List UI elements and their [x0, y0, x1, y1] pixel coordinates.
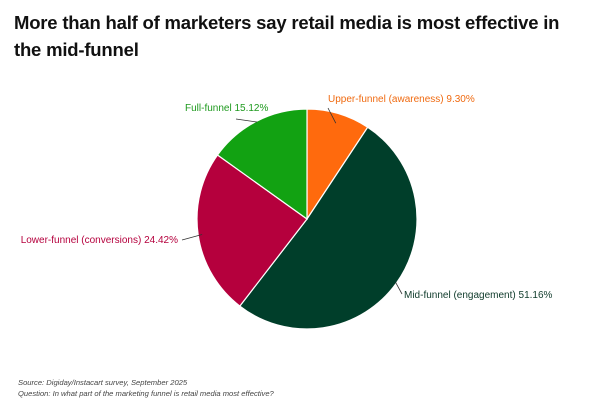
- slice-full-funnel: [216, 108, 308, 221]
- leader-line: [235, 118, 258, 123]
- question-note: Question: In what part of the marketing …: [18, 389, 274, 398]
- leader-line: [181, 234, 203, 241]
- chart-title: More than half of marketers say retail m…: [14, 12, 560, 60]
- label-full-funnel: Full-funnel 15.12%: [185, 103, 268, 114]
- label-lower-funnel: Lower-funnel (conversions) 24.42%: [21, 235, 178, 246]
- source-note: Source: Digiday/Instacart survey, Septem…: [18, 378, 188, 387]
- slice-lower-funnel: [196, 154, 308, 307]
- leader-line: [327, 107, 337, 124]
- leader-line: [395, 282, 403, 295]
- label-mid-funnel: Mid-funnel (engagement) 51.16%: [404, 290, 553, 301]
- label-upper-funnel: Upper-funnel (awareness) 9.30%: [328, 94, 475, 105]
